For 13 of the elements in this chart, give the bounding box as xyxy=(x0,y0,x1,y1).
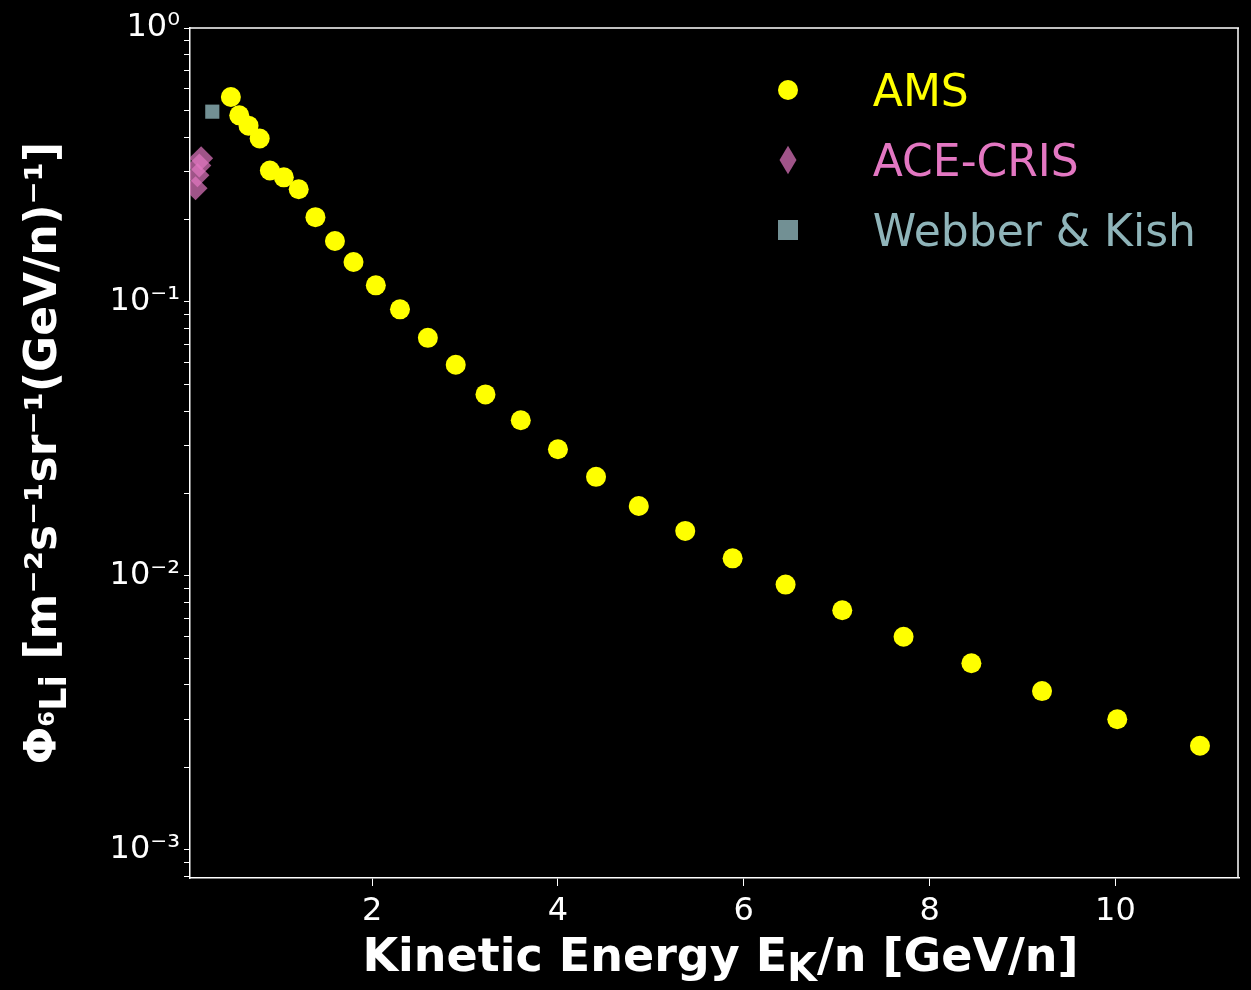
legend-label: ACE-CRIS xyxy=(872,134,1079,186)
x-axis-title: Kinetic Energy E$_{K}$/n [GeV/n] xyxy=(362,928,1079,990)
y-tick-label: 10⁻¹ xyxy=(109,280,180,319)
x-tick-label: 6 xyxy=(733,889,754,928)
x-tick-label: 4 xyxy=(547,889,569,928)
y-tick-label: 10⁰ xyxy=(126,6,180,45)
legend-label: Webber & Kish xyxy=(872,204,1196,256)
y-tick-label: 10⁻³ xyxy=(109,828,180,867)
x-tick-label: 10 xyxy=(1095,889,1136,928)
x-tick-label: 2 xyxy=(361,889,383,928)
legend-label: AMS xyxy=(872,64,969,116)
y-tick-label: 10⁻² xyxy=(109,554,180,593)
x-tick-label: 8 xyxy=(919,889,940,928)
